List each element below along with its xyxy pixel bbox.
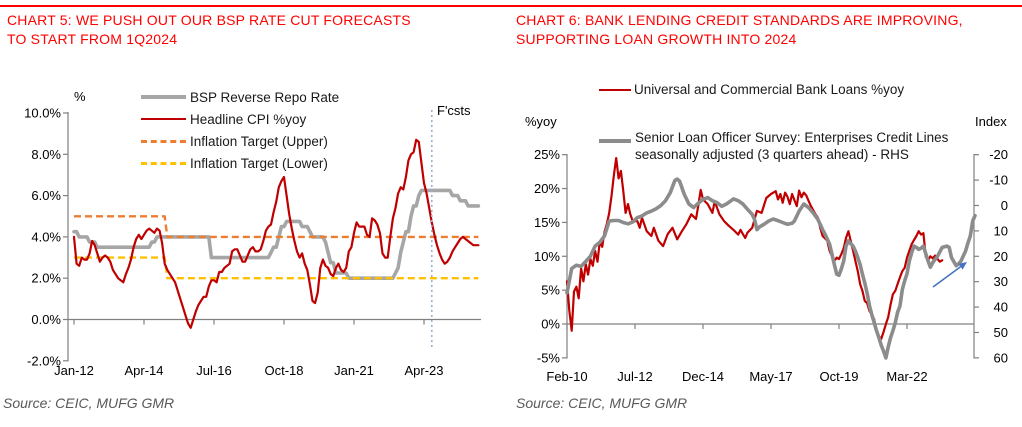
chart6-left-axis-unit-label: %yoy [525, 114, 557, 129]
svg-text:10: 10 [994, 223, 1008, 238]
svg-text:Oct-19: Oct-19 [819, 369, 858, 384]
chart5-panel: CHART 5: WE PUSH OUT OUR BSP RATE CUT FO… [3, 12, 481, 411]
legend-line-marker [141, 139, 186, 143]
legend-line-marker [141, 95, 186, 99]
chart5-y-axis-unit-label: % [74, 89, 86, 104]
svg-text:May-17: May-17 [749, 369, 792, 384]
chart6-plot-area: 25% 20% 15% 10% 5% 0% -5% -20 -10 0 10 20 30 40 50 60 Fe… [534, 147, 1008, 384]
legend-label: BSP Reverse Repo Rate [190, 89, 340, 105]
chart5-source-note: Source: CEIC, MUFG GMR [3, 395, 175, 411]
svg-text:10%: 10% [534, 249, 560, 264]
legend-item-inflation-target-lower: Inflation Target (Lower) [141, 152, 339, 174]
svg-text:-10: -10 [989, 173, 1008, 188]
chart6-source-note: Source: CEIC, MUFG GMR [516, 395, 688, 411]
legend-label: Universal and Commercial Bank Loans %yoy [634, 82, 905, 97]
svg-text:0: 0 [1001, 198, 1008, 213]
legend-line-marker [141, 161, 186, 165]
svg-text:-5%: -5% [537, 350, 561, 365]
legend-item-headline-cpi: Headline CPI %yoy [141, 108, 339, 130]
top-rule [0, 5, 1022, 7]
legend-line-marker [599, 139, 631, 143]
chart6-title: CHART 6: BANK LENDING CREDIT STANDARDS A… [516, 12, 963, 47]
chart5-title: CHART 5: WE PUSH OUT OUR BSP RATE CUT FO… [7, 12, 411, 47]
chart6-right-axis-unit-label: Index [975, 114, 1007, 129]
svg-text:5%: 5% [541, 283, 560, 298]
legend-item-bsp-reverse-repo-rate: BSP Reverse Repo Rate [141, 86, 339, 108]
svg-text:20: 20 [994, 249, 1008, 264]
svg-text:Oct-18: Oct-18 [264, 363, 303, 378]
svg-text:Jul-16: Jul-16 [196, 363, 231, 378]
svg-text:6.0%: 6.0% [31, 188, 61, 203]
chart5-legend: BSP Reverse Repo Rate Headline CPI %yoy … [141, 86, 339, 174]
legend-item-inflation-target-upper: Inflation Target (Upper) [141, 130, 339, 152]
svg-text:2.0%: 2.0% [31, 271, 61, 286]
svg-text:-20: -20 [989, 147, 1008, 162]
forecast-label: F'csts [437, 103, 471, 118]
svg-text:0%: 0% [541, 317, 560, 332]
chart5-plot-area: 10.0% 8.0% 6.0% 4.0% 2.0% 0.0% -2.0%Jan-12 Apr-… [24, 106, 481, 378]
chart6-panel: CHART 6: BANK LENDING CREDIT STANDARDS A… [511, 0, 1022, 427]
svg-text:4.0%: 4.0% [31, 229, 61, 244]
svg-text:Jan-21: Jan-21 [334, 363, 374, 378]
svg-text:20%: 20% [534, 181, 560, 196]
svg-text:30: 30 [994, 274, 1008, 289]
legend-label: Headline CPI %yoy [190, 111, 307, 127]
svg-text:Feb-10: Feb-10 [546, 369, 587, 384]
legend-label: Inflation Target (Upper) [190, 133, 328, 149]
legend-label: Inflation Target (Lower) [190, 155, 328, 171]
svg-text:10.0%: 10.0% [24, 106, 61, 121]
legend-line-marker [599, 88, 631, 91]
svg-text:Apr-14: Apr-14 [124, 363, 163, 378]
svg-text:0.0%: 0.0% [31, 312, 61, 327]
svg-text:25%: 25% [534, 147, 560, 162]
svg-text:-2.0%: -2.0% [27, 353, 61, 368]
svg-text:Jan-12: Jan-12 [54, 363, 94, 378]
svg-text:40: 40 [994, 300, 1008, 315]
svg-text:Apr-23: Apr-23 [404, 363, 443, 378]
svg-text:8.0%: 8.0% [31, 147, 61, 162]
svg-text:50: 50 [994, 325, 1008, 340]
svg-text:Mar-22: Mar-22 [886, 369, 927, 384]
svg-text:60: 60 [994, 350, 1008, 365]
legend-item-slos-survey: Senior Loan Officer Survey: Enterprises … [635, 130, 949, 162]
svg-text:15%: 15% [534, 215, 560, 230]
svg-text:Dec-14: Dec-14 [682, 369, 724, 384]
svg-text:Jul-12: Jul-12 [617, 369, 652, 384]
legend-line-marker [141, 118, 186, 120]
improvement-arrow-icon [958, 262, 967, 270]
legend-item-bank-loans: Universal and Commercial Bank Loans %yoy [599, 82, 904, 97]
